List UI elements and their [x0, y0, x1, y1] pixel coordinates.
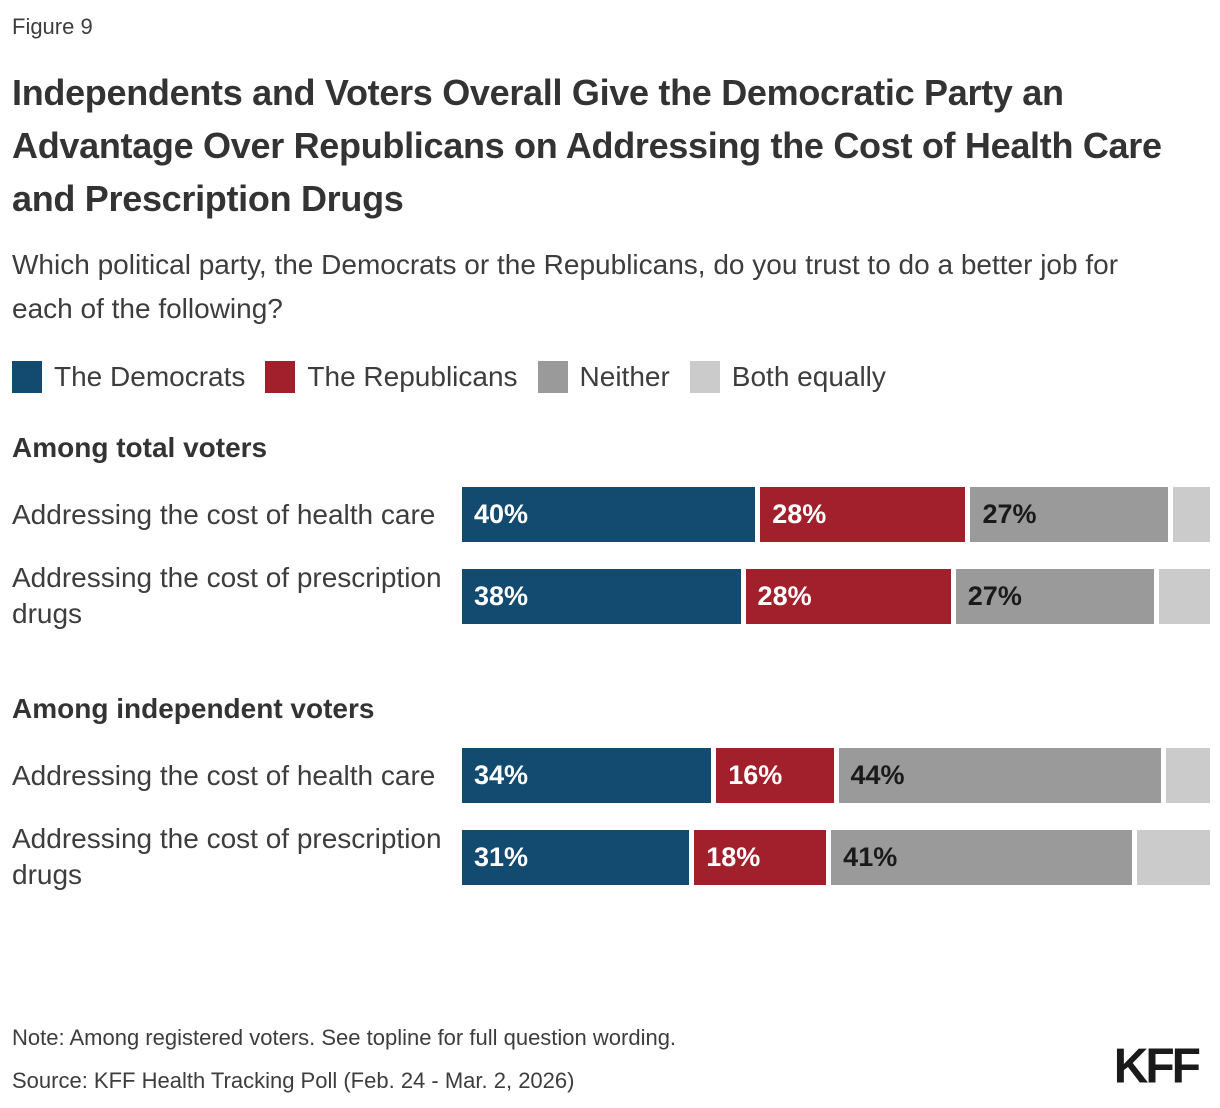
bar-segment-neither: 27% [970, 487, 1169, 542]
legend-label: Neither [579, 361, 670, 392]
bar-segment-neither: 41% [831, 829, 1132, 885]
bar-segment-neither: 44% [838, 748, 1162, 803]
legend-label: The Democrats [54, 361, 246, 392]
bar-value-label: 38% [474, 580, 529, 611]
both-equally-swatch-icon [689, 361, 720, 393]
bar-segment-both-equally [1158, 568, 1210, 624]
bar-segment-republicans: 28% [760, 487, 966, 542]
bar-segment-democrats: 40% [462, 487, 756, 542]
note-text: Note: Among registered voters. See topli… [12, 1025, 677, 1050]
legend-label: Both equally [731, 361, 886, 392]
row-label: Addressing the cost of health care [12, 759, 436, 791]
row-label: Addressing the cost of prescription drug… [12, 562, 442, 629]
bar-value-label: 18% [706, 841, 761, 872]
chart-row: Addressing the cost of health care 34% 16%… [12, 748, 1210, 803]
chart-subtitle: Which political party, the Democrats or … [12, 249, 1119, 324]
bar-value-label: 16% [728, 760, 783, 790]
chart-row: Addressing the cost of health care 40% 28%… [12, 487, 1210, 542]
group-independent-voters: Among independent voters Addressing the … [12, 690, 1210, 893]
democrats-swatch-icon [12, 361, 42, 393]
republicans-swatch-icon [265, 361, 296, 393]
legend-item-neither: Neither [537, 361, 670, 393]
chart-rows: Addressing the cost of health care 34% 16%… [12, 748, 1210, 893]
footer: Note: Among registered voters. See topli… [12, 1023, 1210, 1096]
bar-segment-both-equally [1136, 829, 1210, 885]
legend-item-democrats: The Democrats [12, 361, 245, 393]
legend-label: The Republicans [307, 361, 518, 392]
chart-rows: Addressing the cost of health care 40% 28%… [12, 487, 1210, 632]
bar-segment-republicans: 28% [745, 568, 951, 624]
bar-track: 38% 28% 27% [462, 568, 1210, 624]
legend-item-republicans: The Republicans [265, 361, 518, 393]
group-heading: Among total voters [12, 432, 268, 463]
bar-value-label: 41% [843, 841, 898, 872]
bar-segment-democrats: 38% [462, 568, 741, 624]
group-heading: Among independent voters [12, 693, 375, 724]
neither-swatch-icon [537, 361, 568, 393]
bar-segment-republicans: 16% [716, 748, 834, 803]
bar-value-label: 27% [967, 580, 1022, 611]
bar-value-label: 44% [850, 760, 905, 790]
bar-track: 31% 18% 41% [462, 829, 1210, 885]
bar-value-label: 40% [474, 499, 529, 529]
legend-item-both-equally: Both equally [689, 361, 886, 393]
bar-value-label: 34% [474, 760, 529, 790]
chart-row: Addressing the cost of prescription drug… [12, 821, 1210, 893]
legend: The Democrats The Republicans Neither Bo… [12, 361, 1210, 393]
bar-segment-democrats: 31% [462, 829, 690, 885]
bar-segment-democrats: 34% [462, 748, 712, 803]
figure-label: Figure 9 [12, 14, 93, 39]
bar-track: 34% 16% 44% [462, 748, 1210, 803]
kff-logo: KFF [1113, 1039, 1201, 1094]
chart-title: Independents and Voters Overall Give the… [12, 72, 1162, 219]
row-label: Addressing the cost of health care [12, 498, 436, 530]
bar-value-label: 27% [982, 499, 1037, 529]
bar-value-label: 31% [474, 841, 529, 872]
bar-segment-both-equally [1173, 487, 1210, 542]
bar-track: 40% 28% 27% [462, 487, 1210, 542]
bar-segment-neither: 27% [955, 568, 1154, 624]
bar-segment-both-equally [1166, 748, 1210, 803]
bar-value-label: 28% [757, 580, 812, 611]
chart-row: Addressing the cost of prescription drug… [12, 560, 1210, 632]
row-label: Addressing the cost of prescription drug… [12, 823, 442, 890]
bar-segment-republicans: 18% [694, 829, 827, 885]
bar-value-label: 28% [772, 499, 827, 529]
group-total-voters: Among total voters Addressing the cost o… [12, 429, 1210, 632]
source-text: Source: KFF Health Tracking Poll (Feb. 2… [12, 1068, 575, 1093]
